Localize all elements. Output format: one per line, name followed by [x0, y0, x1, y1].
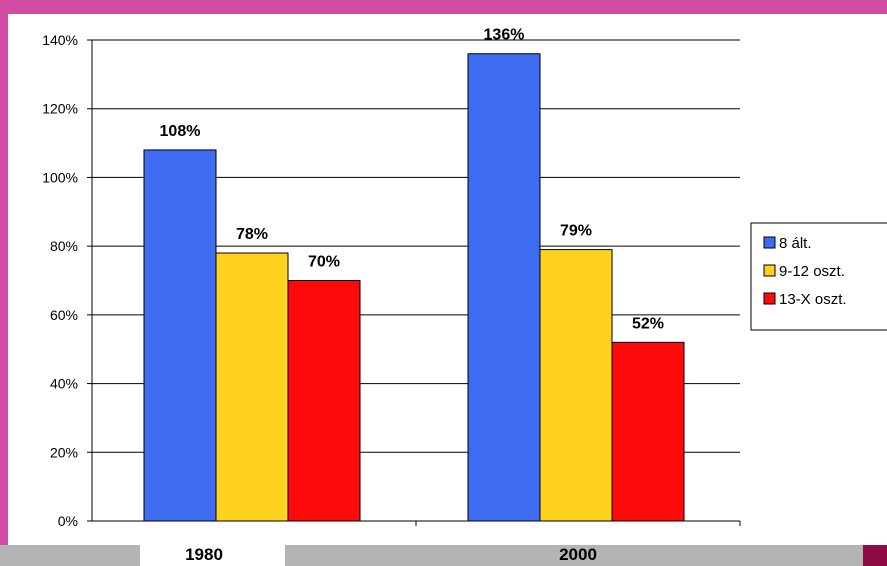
data-label: 108%: [160, 123, 201, 140]
y-tick-label: 100%: [42, 169, 78, 185]
bar: [143, 149, 217, 522]
legend: 8 ált. 9-12 oszt. 13-X oszt.: [750, 222, 887, 331]
axes: [87, 39, 741, 526]
legend-swatch: [763, 292, 776, 305]
x-category-label: 2000: [559, 545, 597, 564]
bars: [143, 53, 685, 522]
legend-label: 9-12 oszt.: [779, 263, 845, 280]
y-tick-label: 120%: [42, 101, 78, 117]
bar: [539, 249, 613, 522]
data-label: 78%: [236, 226, 268, 243]
data-label: 79%: [560, 223, 592, 240]
labels: 0% 20% 40% 60% 80% 100% 120% 140% 108% 78% 70% 1980…: [42, 27, 664, 564]
footer-panel: [140, 545, 285, 566]
legend-label: 13-X oszt.: [779, 291, 847, 308]
data-label: 136%: [484, 27, 525, 44]
y-tick-label: 40%: [50, 376, 78, 392]
y-tick-label: 20%: [50, 444, 78, 460]
bar: [467, 53, 541, 522]
y-tick-label: 0%: [58, 513, 78, 529]
legend-swatch: [763, 236, 776, 249]
bar: [287, 280, 361, 522]
footer-accent: [863, 545, 887, 566]
bar: [215, 252, 289, 522]
bar: [611, 341, 685, 522]
y-tick-label: 60%: [50, 307, 78, 323]
data-label: 70%: [308, 254, 340, 271]
legend-label: 8 ált.: [779, 235, 812, 252]
x-category-label: 1980: [185, 545, 223, 564]
y-tick-label: 80%: [50, 238, 78, 254]
y-tick-label: 140%: [42, 32, 78, 48]
data-label: 52%: [632, 315, 664, 332]
legend-swatch: [763, 264, 776, 277]
